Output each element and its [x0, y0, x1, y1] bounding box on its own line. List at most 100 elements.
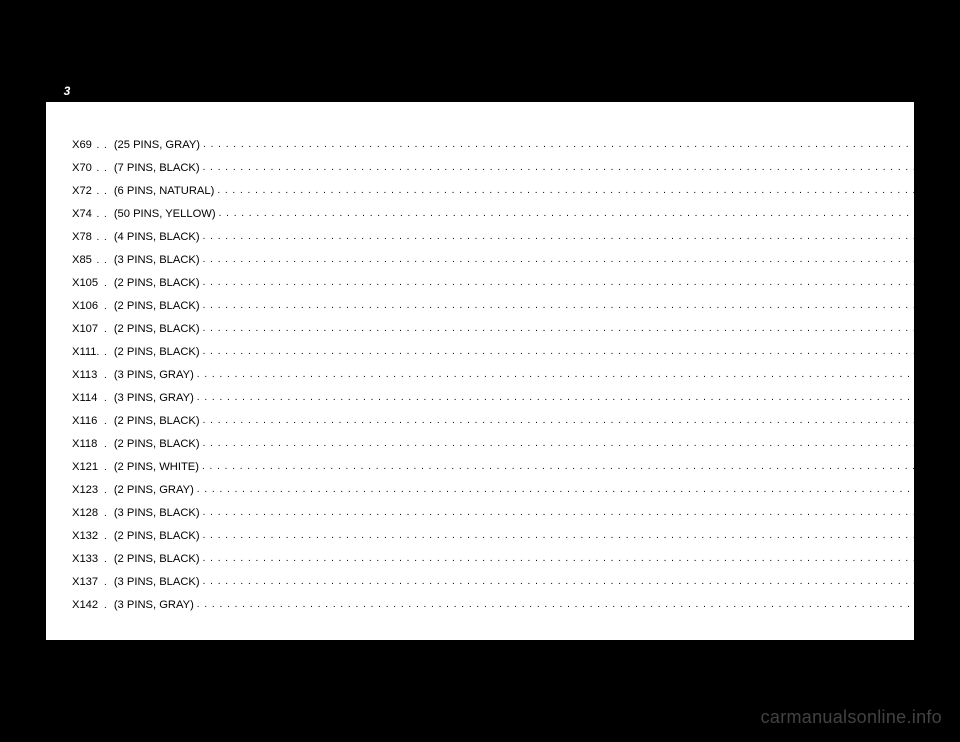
badge-bottom-text: 3 [56, 84, 78, 98]
connector-id-cell: X106. [72, 289, 114, 312]
pins-cell: (6 PINS, NATURAL) . . . . . . . . . . . … [114, 174, 960, 197]
connector-id-cell: X72. . [72, 174, 114, 197]
id-dots: . [97, 416, 114, 427]
leader-dots: . . . . . . . . . . . . . . . . . . . . … [216, 208, 960, 219]
connector-id-cell: X133. [72, 542, 114, 565]
pins-text: (2 PINS, BLACK) [114, 438, 200, 450]
pins-cell: (2 PINS, GRAY) . . . . . . . . . . . . .… [114, 473, 960, 496]
id-dots: . . [92, 140, 114, 151]
pins-text: (3 PINS, GRAY) [114, 599, 194, 611]
connector-id: X142 [72, 599, 98, 611]
pins-cell: (3 PINS, GRAY) . . . . . . . . . . . . .… [114, 588, 960, 611]
table-row: X121.(2 PINS, WHITE) . . . . . . . . . .… [72, 450, 960, 473]
connector-id: X113 [72, 369, 97, 381]
pins-cell: (2 PINS, WHITE) . . . . . . . . . . . . … [114, 450, 960, 473]
pins-text: (2 PINS, BLACK) [114, 277, 200, 289]
pins-cell: (7 PINS, BLACK) . . . . . . . . . . . . … [114, 151, 960, 174]
connector-id: X105 [72, 277, 98, 289]
id-dots: . [98, 600, 114, 611]
connector-id-cell: X114. [72, 381, 114, 404]
pins-text: (2 PINS, GRAY) [114, 484, 194, 496]
id-dots: . [98, 301, 114, 312]
table-row: X137.(3 PINS, BLACK) . . . . . . . . . .… [72, 565, 960, 588]
id-dots: . . [92, 186, 114, 197]
id-dots: . . [92, 209, 114, 220]
pins-text: (2 PINS, BLACK) [114, 553, 200, 565]
connector-id-cell: X121. [72, 450, 114, 473]
id-dots: . [98, 324, 114, 335]
connector-id-cell: X116. [72, 404, 114, 427]
id-dots: . . [92, 163, 114, 174]
pins-text: (50 PINS, YELLOW) [114, 208, 216, 220]
table-row: X74. .(50 PINS, YELLOW) . . . . . . . . … [72, 197, 960, 220]
id-dots: . [97, 393, 114, 404]
pins-text: (2 PINS, BLACK) [114, 346, 200, 358]
pins-text: (6 PINS, NATURAL) [114, 185, 215, 197]
leader-dots: . . . . . . . . . . . . . . . . . . . . … [200, 507, 960, 518]
pins-cell: (2 PINS, BLACK) . . . . . . . . . . . . … [114, 404, 960, 427]
connector-id: X78 [72, 231, 92, 243]
table-row: X78. .(4 PINS, BLACK) . . . . . . . . . … [72, 220, 960, 243]
id-dots: . [98, 531, 114, 542]
pins-text: (2 PINS, BLACK) [114, 415, 200, 427]
id-dots: . . [92, 255, 114, 266]
connector-id-cell: X132. [72, 519, 114, 542]
pins-cell: (3 PINS, BLACK) . . . . . . . . . . . . … [114, 243, 960, 266]
id-dots: . [98, 278, 114, 289]
pins-text: (2 PINS, WHITE) [114, 461, 199, 473]
table-row: X114.(3 PINS, GRAY) . . . . . . . . . . … [72, 381, 960, 404]
table-row: X116.(2 PINS, BLACK) . . . . . . . . . .… [72, 404, 960, 427]
manual-page: BMW 3 X69. .(25 PINS, GRAY) . . . . . . … [45, 101, 915, 641]
pins-text: (2 PINS, BLACK) [114, 530, 200, 542]
table-row: X118.(2 PINS, BLACK) . . . . . . . . . .… [72, 427, 960, 450]
pins-cell: (2 PINS, BLACK) . . . . . . . . . . . . … [114, 519, 960, 542]
watermark-text: carmanualsonline.info [761, 707, 942, 728]
table-row: X85. .(3 PINS, BLACK) . . . . . . . . . … [72, 243, 960, 266]
connector-id: X137 [72, 576, 98, 588]
connector-id: X70 [72, 162, 92, 174]
pins-text: (25 PINS, GRAY) [114, 139, 200, 151]
pins-cell: (50 PINS, YELLOW) . . . . . . . . . . . … [114, 197, 960, 220]
leader-dots: . . . . . . . . . . . . . . . . . . . . … [200, 438, 960, 449]
leader-dots: . . . . . . . . . . . . . . . . . . . . … [194, 484, 960, 495]
id-dots: . [98, 462, 114, 473]
connector-id: X111 [72, 346, 96, 358]
connector-id: X123 [72, 484, 98, 496]
connector-id: X114 [72, 392, 97, 404]
id-dots: . [98, 577, 114, 588]
connector-id-cell: X70. . [72, 151, 114, 174]
id-dots: . [97, 370, 114, 381]
pins-text: (7 PINS, BLACK) [114, 162, 200, 174]
table-row: X128.(3 PINS, BLACK) . . . . . . . . . .… [72, 496, 960, 519]
connector-id: X118 [72, 438, 97, 450]
id-dots: . . [92, 232, 114, 243]
pins-text: (3 PINS, BLACK) [114, 507, 200, 519]
leader-dots: . . . . . . . . . . . . . . . . . . . . … [214, 185, 960, 196]
table-row: X69. .(25 PINS, GRAY) . . . . . . . . . … [72, 128, 960, 151]
connector-id: X116 [72, 415, 97, 427]
table-row: X107.(2 PINS, BLACK) . . . . . . . . . .… [72, 312, 960, 335]
table-row: X106.(2 PINS, BLACK) . . . . . . . . . .… [72, 289, 960, 312]
leader-dots: . . . . . . . . . . . . . . . . . . . . … [194, 599, 960, 610]
connector-id-cell: X128. [72, 496, 114, 519]
connector-id: X69 [72, 139, 92, 151]
connector-id-cell: X137. [72, 565, 114, 588]
leader-dots: . . . . . . . . . . . . . . . . . . . . … [200, 530, 960, 541]
id-dots: . [97, 439, 114, 450]
connector-id-cell: X118. [72, 427, 114, 450]
pins-cell: (2 PINS, BLACK) . . . . . . . . . . . . … [114, 312, 960, 335]
id-dots: . [98, 554, 114, 565]
connector-id-cell: X78. . [72, 220, 114, 243]
pins-cell: (4 PINS, BLACK) . . . . . . . . . . . . … [114, 220, 960, 243]
leader-dots: . . . . . . . . . . . . . . . . . . . . … [200, 346, 960, 357]
leader-dots: . . . . . . . . . . . . . . . . . . . . … [200, 415, 960, 426]
connector-id-cell: X142. [72, 588, 114, 611]
pins-cell: (3 PINS, BLACK) . . . . . . . . . . . . … [114, 565, 960, 588]
connector-id-cell: X105. [72, 266, 114, 289]
pins-text: (4 PINS, BLACK) [114, 231, 200, 243]
connector-table: X69. .(25 PINS, GRAY) . . . . . . . . . … [72, 128, 960, 611]
pins-cell: (2 PINS, BLACK) . . . . . . . . . . . . … [114, 335, 960, 358]
leader-dots: . . . . . . . . . . . . . . . . . . . . … [200, 231, 960, 242]
id-dots: . [98, 508, 114, 519]
table-row: X142.(3 PINS, GRAY) . . . . . . . . . . … [72, 588, 960, 611]
